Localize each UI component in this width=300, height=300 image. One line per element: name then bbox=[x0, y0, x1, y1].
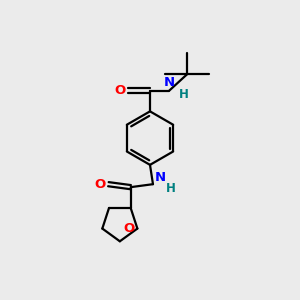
Text: H: H bbox=[166, 182, 175, 195]
Text: O: O bbox=[114, 84, 125, 97]
Text: N: N bbox=[154, 171, 166, 184]
Text: O: O bbox=[95, 178, 106, 191]
Text: H: H bbox=[179, 88, 189, 100]
Text: N: N bbox=[164, 76, 175, 89]
Text: O: O bbox=[123, 222, 134, 235]
